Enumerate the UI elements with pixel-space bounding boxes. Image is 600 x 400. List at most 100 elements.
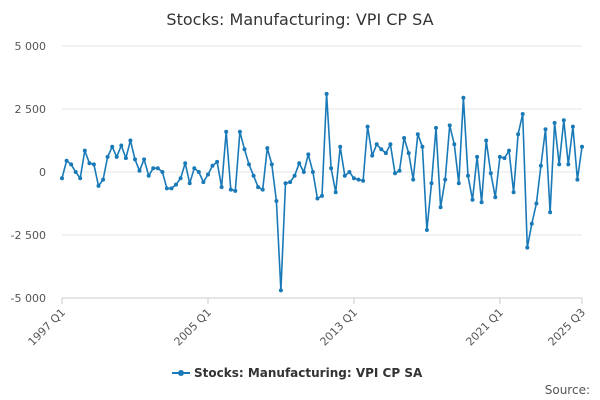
data-point[interactable] — [233, 188, 238, 193]
data-point[interactable] — [575, 177, 580, 182]
data-point[interactable] — [507, 148, 511, 153]
data-point[interactable] — [142, 157, 147, 162]
data-point[interactable] — [110, 144, 115, 149]
data-point[interactable] — [87, 161, 92, 166]
data-point[interactable] — [123, 156, 128, 161]
data-point[interactable] — [260, 187, 265, 192]
data-point[interactable] — [169, 186, 174, 191]
legend[interactable]: Stocks: Manufacturing: VPI CP SA — [172, 366, 423, 380]
data-point[interactable] — [247, 162, 251, 167]
data-point[interactable] — [306, 152, 311, 157]
data-point[interactable] — [187, 181, 192, 186]
data-point[interactable] — [301, 170, 306, 174]
data-point[interactable] — [78, 176, 83, 181]
data-point[interactable] — [566, 162, 571, 167]
data-point[interactable] — [164, 186, 169, 191]
data-point[interactable] — [397, 168, 402, 173]
data-point[interactable] — [146, 173, 151, 178]
data-point[interactable] — [548, 210, 553, 215]
data-point[interactable] — [488, 171, 493, 176]
data-point[interactable] — [183, 161, 188, 166]
data-point[interactable] — [534, 201, 539, 206]
data-point[interactable] — [265, 146, 270, 151]
data-point[interactable] — [475, 154, 480, 159]
data-point[interactable] — [393, 171, 397, 176]
data-point[interactable] — [114, 154, 119, 159]
data-point[interactable] — [329, 166, 334, 171]
data-point[interactable] — [128, 138, 133, 143]
data-point[interactable] — [82, 148, 87, 153]
data-point[interactable] — [91, 162, 96, 167]
data-point[interactable] — [269, 162, 274, 167]
data-point[interactable] — [60, 176, 64, 181]
data-point[interactable] — [278, 288, 283, 293]
data-point[interactable] — [479, 200, 484, 205]
data-point[interactable] — [411, 177, 416, 182]
data-point[interactable] — [333, 190, 338, 195]
data-point[interactable] — [429, 181, 434, 186]
data-point[interactable] — [297, 161, 302, 166]
data-point[interactable] — [443, 177, 448, 182]
data-point[interactable] — [511, 190, 516, 195]
data-point[interactable] — [370, 153, 375, 158]
data-point[interactable] — [224, 129, 229, 134]
data-point[interactable] — [237, 129, 242, 134]
data-point[interactable] — [470, 197, 475, 202]
data-point[interactable] — [406, 151, 411, 156]
data-point[interactable] — [543, 127, 548, 132]
data-point[interactable] — [497, 154, 502, 159]
data-point[interactable] — [64, 158, 69, 163]
data-point[interactable] — [415, 132, 420, 137]
data-point[interactable] — [420, 144, 425, 149]
data-point[interactable] — [520, 112, 525, 116]
data-point[interactable] — [383, 151, 388, 156]
data-point[interactable] — [538, 163, 543, 168]
data-point[interactable] — [529, 221, 534, 226]
data-point[interactable] — [570, 124, 575, 129]
data-point[interactable] — [493, 195, 498, 200]
data-point[interactable] — [525, 245, 530, 250]
data-point[interactable] — [315, 196, 320, 201]
data-point[interactable] — [438, 205, 443, 210]
data-point[interactable] — [347, 170, 352, 174]
data-point[interactable] — [342, 173, 347, 178]
data-point[interactable] — [447, 123, 452, 128]
data-point[interactable] — [178, 176, 183, 181]
data-point[interactable] — [151, 166, 156, 171]
data-point[interactable] — [215, 159, 220, 164]
data-point[interactable] — [452, 142, 457, 147]
data-point[interactable] — [434, 125, 438, 130]
data-point[interactable] — [456, 181, 461, 186]
data-point[interactable] — [256, 185, 261, 190]
data-point[interactable] — [356, 177, 361, 182]
data-point[interactable] — [210, 163, 215, 168]
data-point[interactable] — [201, 180, 206, 185]
data-point[interactable] — [466, 173, 470, 178]
data-point[interactable] — [174, 182, 178, 187]
data-point[interactable] — [137, 168, 142, 173]
data-point[interactable] — [101, 177, 106, 182]
data-point[interactable] — [484, 138, 489, 143]
data-point[interactable] — [320, 193, 324, 198]
data-point[interactable] — [365, 124, 370, 129]
data-point[interactable] — [561, 118, 566, 123]
data-point[interactable] — [206, 172, 210, 177]
data-point[interactable] — [351, 176, 356, 181]
data-point[interactable] — [310, 170, 315, 174]
data-point[interactable] — [502, 156, 507, 161]
data-point[interactable] — [228, 187, 233, 192]
data-point[interactable] — [552, 120, 557, 125]
data-point[interactable] — [69, 162, 74, 167]
data-point[interactable] — [196, 170, 201, 174]
data-point[interactable] — [251, 173, 256, 178]
data-point[interactable] — [379, 147, 384, 152]
data-point[interactable] — [160, 170, 165, 174]
data-point[interactable] — [274, 199, 279, 203]
data-point[interactable] — [105, 154, 110, 159]
data-point[interactable] — [461, 95, 466, 100]
data-point[interactable] — [424, 228, 429, 232]
data-point[interactable] — [73, 170, 78, 174]
data-point[interactable] — [288, 180, 293, 185]
data-point[interactable] — [338, 144, 343, 149]
data-point[interactable] — [192, 166, 197, 171]
